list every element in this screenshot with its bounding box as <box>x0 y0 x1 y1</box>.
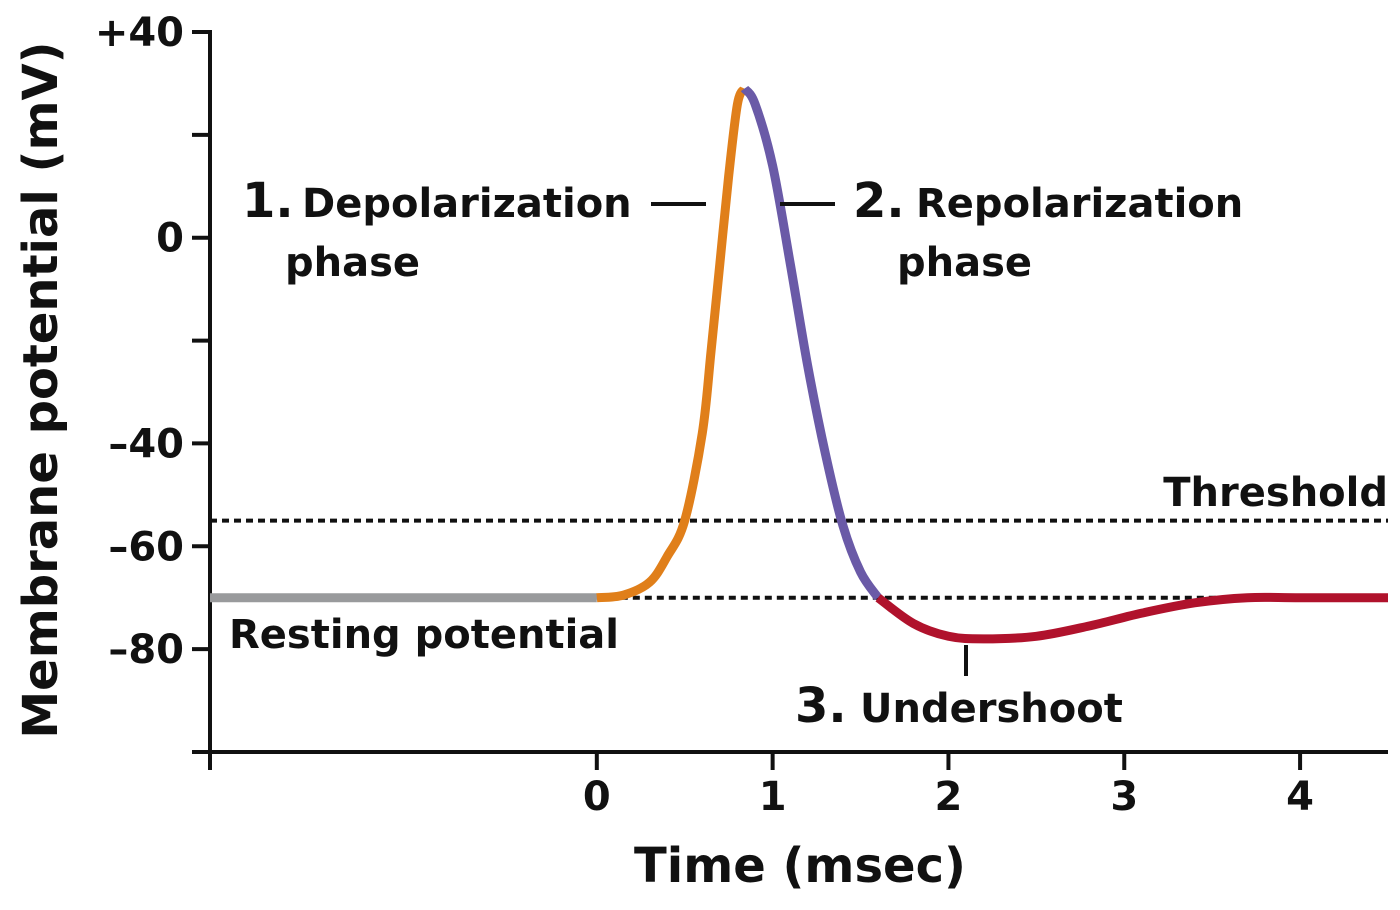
y-tick-label: –60 <box>108 524 184 570</box>
x-axis-title: Time (msec) <box>634 838 966 894</box>
repolarization-label-line2: phase <box>897 240 1032 286</box>
resting-potential-label: Resting potential <box>229 612 619 658</box>
y-tick-label: –80 <box>108 627 184 673</box>
x-tick-label: 0 <box>583 774 611 820</box>
undershoot-label: Undershoot <box>860 686 1123 732</box>
y-axis-ticks: +40 0 –40 –60 –80 <box>95 10 210 673</box>
y-axis-title: Membrane potential (mV) <box>13 41 69 738</box>
x-tick-label: 4 <box>1286 774 1314 820</box>
depolarization-label-line2: phase <box>285 240 420 286</box>
y-tick-label: 0 <box>156 216 184 262</box>
repolarization-curve <box>740 85 882 601</box>
depolarization-curve <box>596 86 749 603</box>
undershoot-number: 3. <box>795 678 847 734</box>
threshold-label: Threshold <box>1163 470 1388 516</box>
axes: +40 0 –40 –60 –80 0 1 2 3 4 Time (msec) Membrane… <box>13 10 1388 894</box>
depolarization-number: 1. <box>242 173 294 229</box>
x-tick-label: 2 <box>935 774 963 820</box>
series-layer <box>210 85 1388 644</box>
repolarization-number: 2. <box>853 173 905 229</box>
y-tick-label: –40 <box>108 421 184 467</box>
annotations: 1. Depolarization phase 2. Repolarizatio… <box>229 173 1388 734</box>
y-tick-label: +40 <box>95 10 184 56</box>
repolarization-label: Repolarization <box>916 181 1243 227</box>
x-tick-label: 1 <box>759 774 787 820</box>
x-tick-label: 3 <box>1110 774 1138 820</box>
x-axis-ticks: 0 1 2 3 4 <box>208 752 1314 820</box>
undershoot-curve <box>875 592 1388 644</box>
depolarization-label: Depolarization <box>302 181 632 227</box>
reference-lines <box>210 518 1388 600</box>
